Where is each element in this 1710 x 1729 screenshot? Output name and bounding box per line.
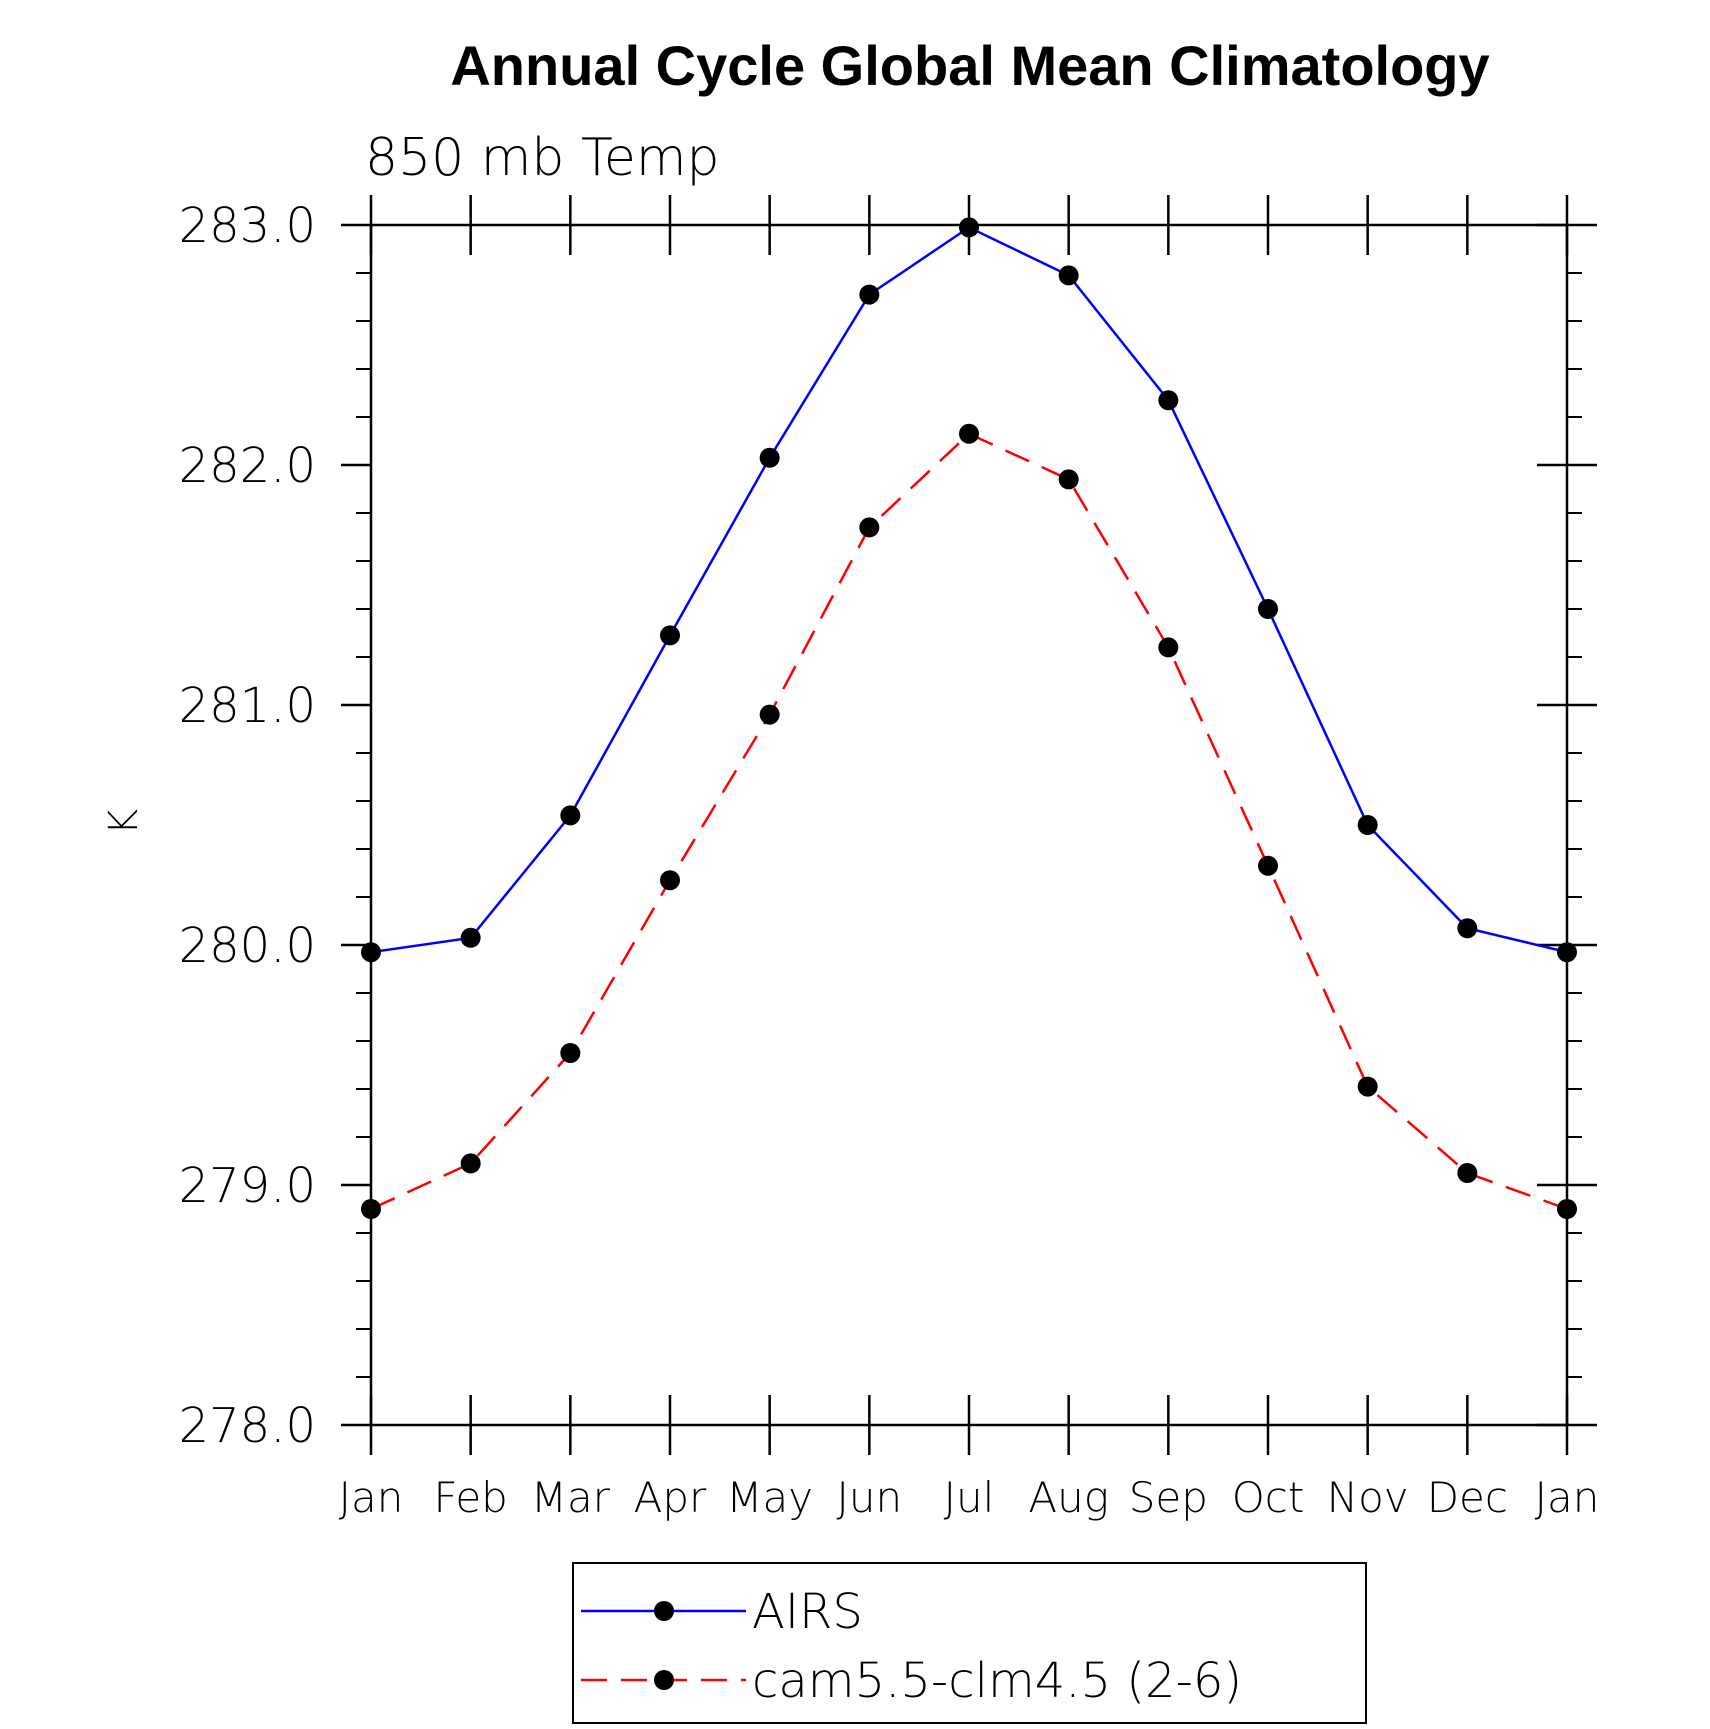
legend: AIRS cam5.5-clm4.5 (2-6) bbox=[572, 1562, 1367, 1724]
data-point-marker bbox=[460, 1153, 481, 1174]
x-tick-label: Dec bbox=[1427, 1473, 1508, 1522]
y-tick-label: 278.0 bbox=[179, 1398, 316, 1454]
x-tick-label: Sep bbox=[1129, 1473, 1208, 1522]
data-point-marker bbox=[1058, 469, 1079, 490]
data-point-marker bbox=[1158, 390, 1179, 411]
data-point-marker bbox=[660, 625, 680, 646]
series-markers bbox=[361, 217, 1577, 1219]
x-axis-ticks bbox=[369, 195, 1569, 1455]
data-point-marker bbox=[959, 423, 979, 444]
y-axis-tick-labels: 278.0 279.0 280.0 281.0 282.0 283.0 bbox=[179, 198, 316, 1454]
legend-marker bbox=[654, 1670, 674, 1690]
x-axis-tick-labels: Jan Feb Mar Apr May Jun Jul Aug Sep Oct Nov Dec Jan bbox=[339, 1473, 1600, 1522]
data-point-marker bbox=[1457, 918, 1478, 939]
data-point-marker bbox=[759, 447, 780, 468]
data-point-marker bbox=[1457, 1163, 1478, 1183]
data-point-marker bbox=[859, 517, 880, 538]
data-point-marker bbox=[560, 805, 581, 826]
data-point-marker bbox=[660, 870, 680, 891]
data-point-marker bbox=[361, 942, 381, 963]
x-tick-label: Feb bbox=[433, 1473, 507, 1522]
x-tick-label: Jul bbox=[944, 1473, 995, 1522]
data-point-marker bbox=[1258, 855, 1278, 876]
data-point-marker bbox=[959, 217, 979, 238]
data-point-marker bbox=[460, 927, 481, 948]
x-tick-label: Oct bbox=[1232, 1473, 1305, 1522]
legend-label: AIRS bbox=[752, 1584, 863, 1640]
y-axis-label: K bbox=[101, 809, 147, 835]
data-point-marker bbox=[1557, 1199, 1577, 1219]
data-point-marker bbox=[1357, 1076, 1378, 1097]
x-tick-label: Jan bbox=[339, 1473, 404, 1522]
y-tick-label: 280.0 bbox=[179, 918, 316, 974]
data-point-marker bbox=[759, 704, 780, 725]
data-point-marker bbox=[1357, 815, 1378, 835]
x-tick-label: May bbox=[726, 1473, 813, 1522]
x-tick-label: Aug bbox=[1028, 1473, 1109, 1522]
legend-marker bbox=[654, 1601, 674, 1621]
data-point-marker bbox=[1258, 599, 1278, 619]
y-tick-label: 283.0 bbox=[179, 198, 316, 254]
x-tick-label: Jan bbox=[1535, 1473, 1600, 1522]
data-point-marker bbox=[1557, 942, 1577, 963]
x-tick-label: Jun bbox=[837, 1473, 903, 1522]
y-tick-label: 282.0 bbox=[179, 438, 316, 494]
y-tick-label: 279.0 bbox=[179, 1158, 316, 1214]
legend-entries: AIRS cam5.5-clm4.5 (2-6) bbox=[581, 1584, 1242, 1709]
chart-title: Annual Cycle Global Mean Climatology bbox=[450, 34, 1489, 97]
data-point-marker bbox=[859, 284, 880, 305]
data-point-marker bbox=[560, 1043, 581, 1063]
data-point-marker bbox=[1158, 637, 1179, 658]
data-point-marker bbox=[1058, 265, 1079, 286]
x-tick-label: Nov bbox=[1327, 1473, 1409, 1522]
y-tick-label: 281.0 bbox=[179, 678, 316, 734]
legend-label: cam5.5-clm4.5 (2-6) bbox=[752, 1653, 1242, 1709]
legend-box bbox=[572, 1562, 1367, 1724]
data-point-marker bbox=[361, 1199, 381, 1219]
x-tick-label: Apr bbox=[634, 1473, 707, 1522]
x-tick-label: Mar bbox=[531, 1473, 611, 1522]
chart-subtitle: 850 mb Temp bbox=[365, 128, 720, 188]
